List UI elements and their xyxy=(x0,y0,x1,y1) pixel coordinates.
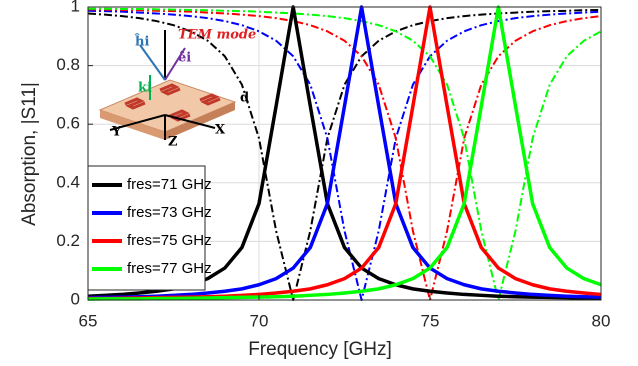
legend-label: fres=71 GHz xyxy=(127,176,212,193)
frame: 65 70 75 80 0 0.2 0.4 0.6 0.8 1 xyxy=(56,0,610,330)
y-tick-label: 0.6 xyxy=(56,114,80,133)
y-axis-label: Absorption, |S11| xyxy=(19,82,40,226)
series-line xyxy=(87,5,602,301)
legend: fres=71 GHz fres=73 GHz fres=75 GHz fres=77… xyxy=(87,165,212,291)
x-tick-label: 80 xyxy=(592,311,611,330)
plate-side xyxy=(100,110,165,140)
inset-label: X xyxy=(215,123,226,138)
x-tick-label: 70 xyxy=(250,311,269,330)
series-line xyxy=(87,9,602,301)
series-line xyxy=(87,5,602,300)
inset-label: Y xyxy=(111,125,122,140)
x-tick-label: 75 xyxy=(421,311,440,330)
inset-label: TEM mode xyxy=(178,28,256,43)
plot-frame xyxy=(87,6,602,301)
series-line xyxy=(88,7,602,301)
y-tick-label: 0 xyxy=(71,289,80,308)
plate-side xyxy=(165,102,235,140)
axes-arrows xyxy=(109,30,216,140)
y-tick-label: 0.8 xyxy=(56,55,80,74)
legend-label: fres=77 GHz xyxy=(127,260,212,277)
inset-label: êi xyxy=(178,51,191,66)
x-tick-label: 65 xyxy=(79,311,98,330)
legend-label: fres=73 GHz xyxy=(127,204,212,221)
inset-label: Z xyxy=(168,135,178,150)
series-line xyxy=(87,8,602,301)
inset-label: ki xyxy=(138,81,152,96)
series-line xyxy=(87,8,602,301)
y-tick-label: 0.2 xyxy=(56,231,80,250)
inset-label: ĥi xyxy=(134,34,149,50)
inset-label: d xyxy=(240,91,249,106)
inset-illustration: TEM mode ĥi êi ki d X Y Z xyxy=(98,28,256,150)
y-tick-label: 1 xyxy=(71,0,80,15)
x-axis-label: Frequency [GHz] xyxy=(248,339,392,360)
legend-label: fres=75 GHz xyxy=(127,232,212,249)
y-tick-label: 0.4 xyxy=(56,172,80,191)
